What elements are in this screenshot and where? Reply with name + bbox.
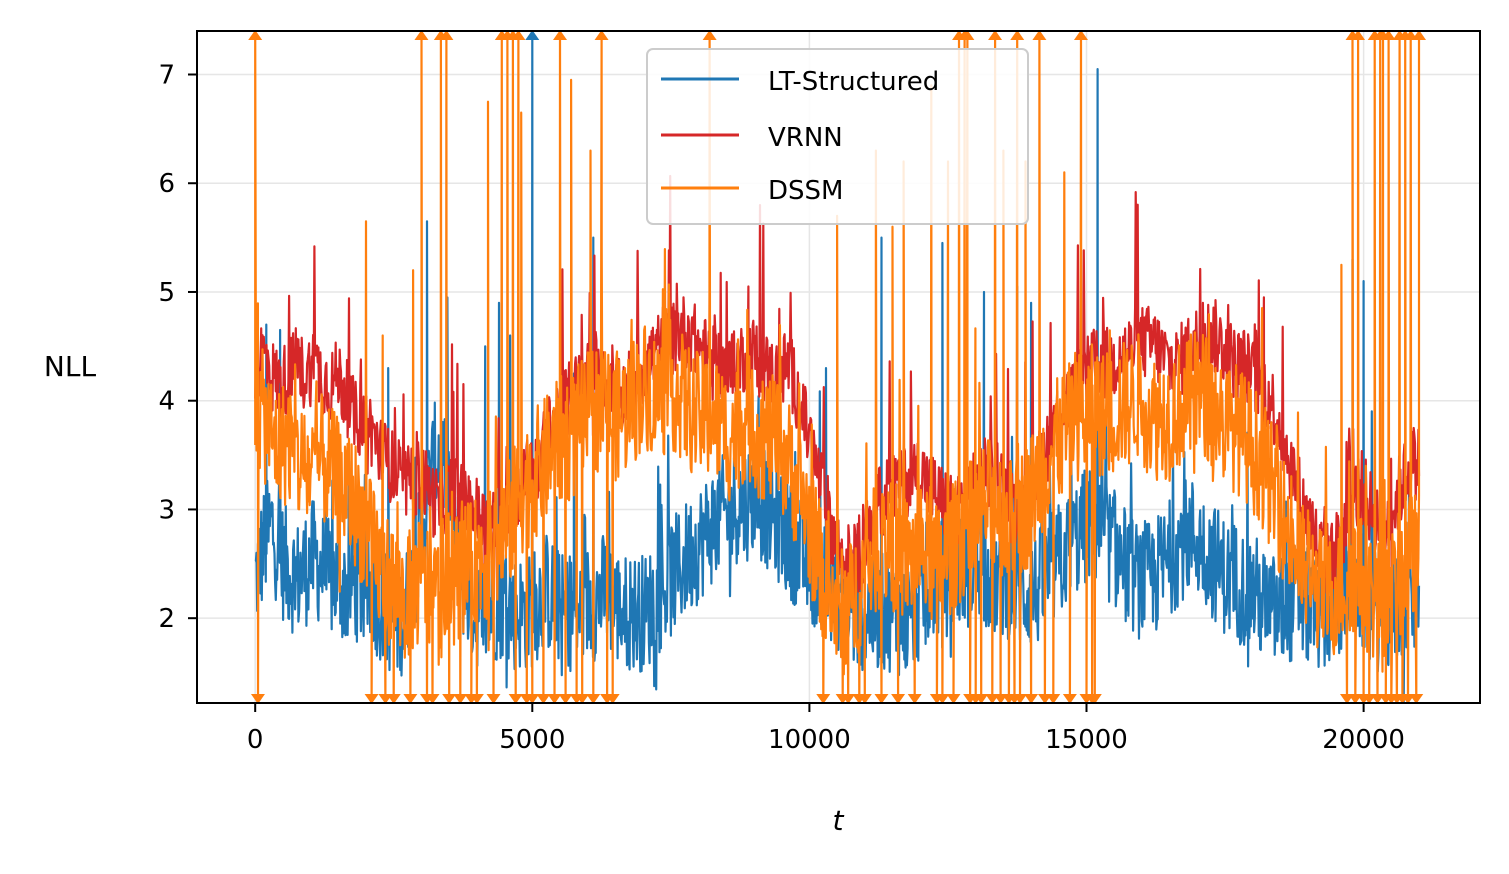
- y-tick-label: 2: [158, 604, 175, 634]
- legend-label-dssm: DSSM: [768, 176, 843, 206]
- y-tick-label: 6: [158, 169, 175, 199]
- x-tick-label: 5000: [499, 725, 565, 755]
- legend-label-lt-structured: LT-Structured: [768, 67, 939, 97]
- x-tick-label: 10000: [768, 725, 851, 755]
- x-tick-label: 0: [247, 725, 264, 755]
- y-tick-label: 3: [158, 495, 175, 525]
- y-tick-label: 5: [158, 278, 175, 308]
- y-tick-label: 4: [158, 387, 175, 417]
- x-tick-label: 20000: [1322, 725, 1405, 755]
- x-axis-title: t: [833, 804, 845, 837]
- legend: LT-Structured VRNN DSSM: [647, 49, 1028, 224]
- y-tick-label: 7: [158, 60, 175, 90]
- y-axis-title: NLL: [44, 350, 97, 383]
- x-tick-label: 15000: [1045, 725, 1128, 755]
- legend-label-vrnn: VRNN: [768, 123, 843, 153]
